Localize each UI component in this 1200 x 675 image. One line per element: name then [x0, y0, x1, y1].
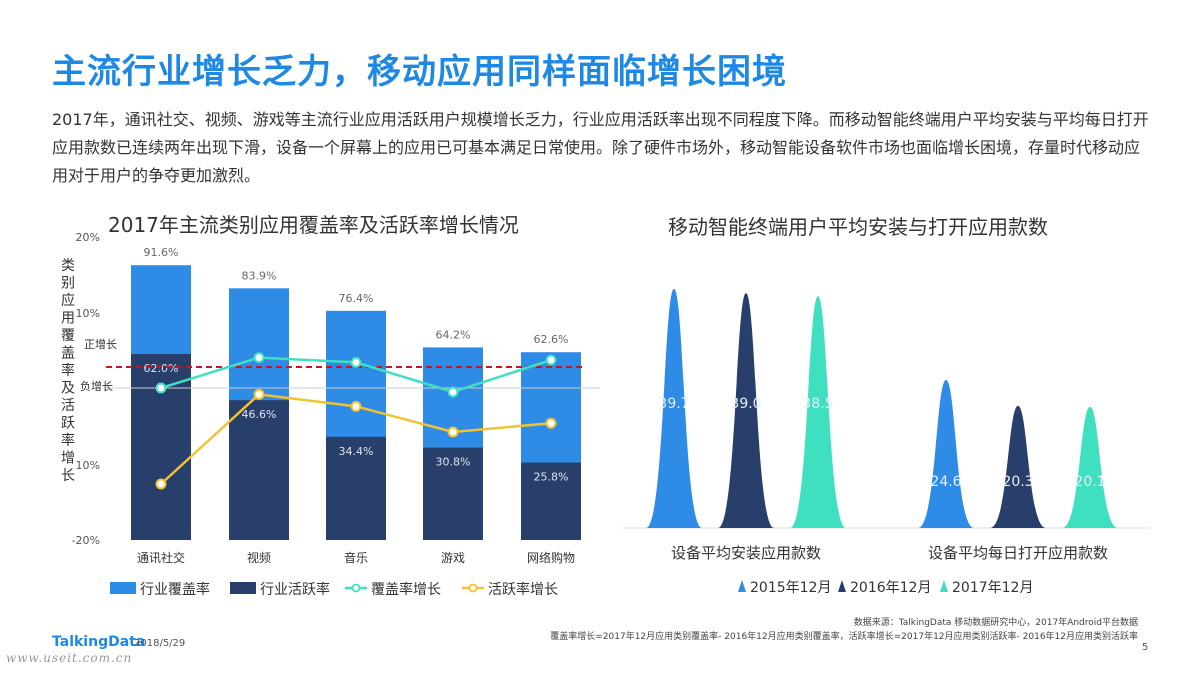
coverage-growth-point [155, 382, 167, 394]
coverage-value-label: 83.9% [242, 269, 277, 282]
peak-value-label: 24.6 [930, 474, 961, 490]
report-date: 2018/5/29 [134, 638, 186, 649]
legend-coverage-growth-label: 覆盖率增长 [371, 581, 441, 598]
left-chart-title: 2017年主流类别应用覆盖率及活跃率增长情况 [108, 213, 519, 237]
y-axis-label-char: 应 [61, 292, 75, 309]
category-label: 视频 [247, 550, 271, 565]
page-number: 5 [1142, 642, 1149, 653]
y-tick-label: 10% [76, 459, 100, 472]
active-bar [229, 400, 289, 540]
legend-active-label: 行业活跃率 [260, 581, 330, 598]
peak-value-label: 39.0 [730, 396, 761, 412]
legend-coverage-growth-marker [351, 583, 361, 593]
y-axis-label-char: 增 [61, 451, 75, 467]
category-label: 网络购物 [527, 550, 575, 565]
peak-shape [990, 405, 1046, 528]
category-label: 音乐 [344, 550, 368, 565]
y-axis-label-char: 用 [61, 311, 75, 327]
y-axis-label-char: 盖 [61, 346, 75, 362]
active-growth-point [350, 400, 362, 412]
coverage-growth-point [447, 386, 459, 398]
peak-shape [918, 379, 974, 528]
coverage-growth-point [253, 352, 265, 364]
coverage-value-label: 76.4% [339, 292, 374, 305]
y-axis-label-char: 及 [61, 381, 75, 397]
y-tick-label: -20% [72, 534, 100, 547]
y-axis-label-char: 别 [61, 276, 75, 292]
active-bar [521, 462, 581, 540]
y-axis-label-char: 率 [61, 432, 75, 449]
y-axis-label-char: 率 [61, 362, 75, 379]
active-value-label: 34.4% [339, 445, 374, 458]
coverage-growth-point [545, 354, 557, 366]
active-growth-point [253, 388, 265, 400]
peak-shape [718, 293, 774, 528]
peak-value-label: 20.1 [1074, 474, 1105, 490]
active-bar [423, 447, 483, 540]
legend-peak-marker [838, 580, 846, 592]
active-value-label: 62.0% [144, 362, 179, 375]
y-axis-label-char: 长 [61, 468, 75, 484]
legend-coverage-label: 行业覆盖率 [140, 581, 210, 598]
category-label: 通讯社交 [137, 550, 185, 565]
legend-peak-marker [940, 580, 948, 592]
intro-paragraph: 2017年，通讯社交、视频、游戏等主流行业应用活跃用户规模增长乏力，行业应用活跃… [52, 110, 1149, 185]
positive-growth-label: 正增长 [84, 337, 117, 351]
peak-shape [646, 288, 702, 528]
legend-active-growth-label: 活跃率增长 [488, 581, 558, 598]
legend-active-swatch [230, 582, 256, 594]
y-tick-label: 10% [76, 307, 100, 320]
active-growth-point [155, 478, 167, 490]
peak-shape [790, 296, 846, 528]
peak-value-label: 39.7 [658, 396, 689, 412]
legend-series-label: 2017年12月 [952, 580, 1033, 596]
y-axis-label-char: 覆 [61, 328, 75, 344]
talkingdata-logo: TalkingData [52, 634, 146, 650]
active-growth-point [545, 417, 557, 429]
active-bar [326, 436, 386, 540]
page-title: 主流行业增长乏力，移动应用同样面临增长困境 [52, 52, 787, 92]
peak-shape [1062, 406, 1118, 528]
legend-peak-marker [738, 580, 746, 592]
legend-coverage-swatch [110, 582, 136, 594]
group-category-label: 设备平均安装应用款数 [671, 544, 821, 562]
y-tick-label: 20% [76, 231, 100, 244]
peak-value-label: 20.3 [1002, 474, 1033, 490]
legend-active-growth-marker [468, 583, 478, 593]
group-category-label: 设备平均每日打开应用款数 [928, 544, 1108, 562]
coverage-growth-point [350, 356, 362, 368]
coverage-value-label: 62.6% [534, 333, 569, 346]
peak-value-label: 38.5 [802, 396, 833, 412]
active-growth-point [447, 426, 459, 438]
watermark: www.useit.com.cn [6, 651, 133, 665]
legend-series-label: 2015年12月 [750, 580, 831, 596]
active-value-label: 30.8% [436, 456, 471, 469]
y-axis-label-char: 跃 [61, 416, 75, 432]
source-line-1: 数据来源：TalkingData 移动数据研究中心，2017年Android平台… [853, 618, 1138, 628]
category-label: 游戏 [441, 551, 465, 565]
active-value-label: 46.6% [242, 408, 277, 421]
right-chart-title: 移动智能终端用户平均安装与打开应用款数 [668, 215, 1048, 239]
legend-series-label: 2016年12月 [850, 580, 931, 596]
y-axis-label-char: 活 [61, 398, 75, 414]
active-value-label: 25.8% [534, 471, 569, 484]
source-line-2: 覆盖率增长=2017年12月应用类别覆盖率- 2016年12月应用类别覆盖率，活… [550, 632, 1138, 642]
y-axis-label-char: 类 [61, 258, 75, 274]
coverage-value-label: 64.2% [436, 328, 471, 341]
negative-growth-label: 负增长 [80, 379, 113, 393]
coverage-value-label: 91.6% [144, 246, 179, 259]
